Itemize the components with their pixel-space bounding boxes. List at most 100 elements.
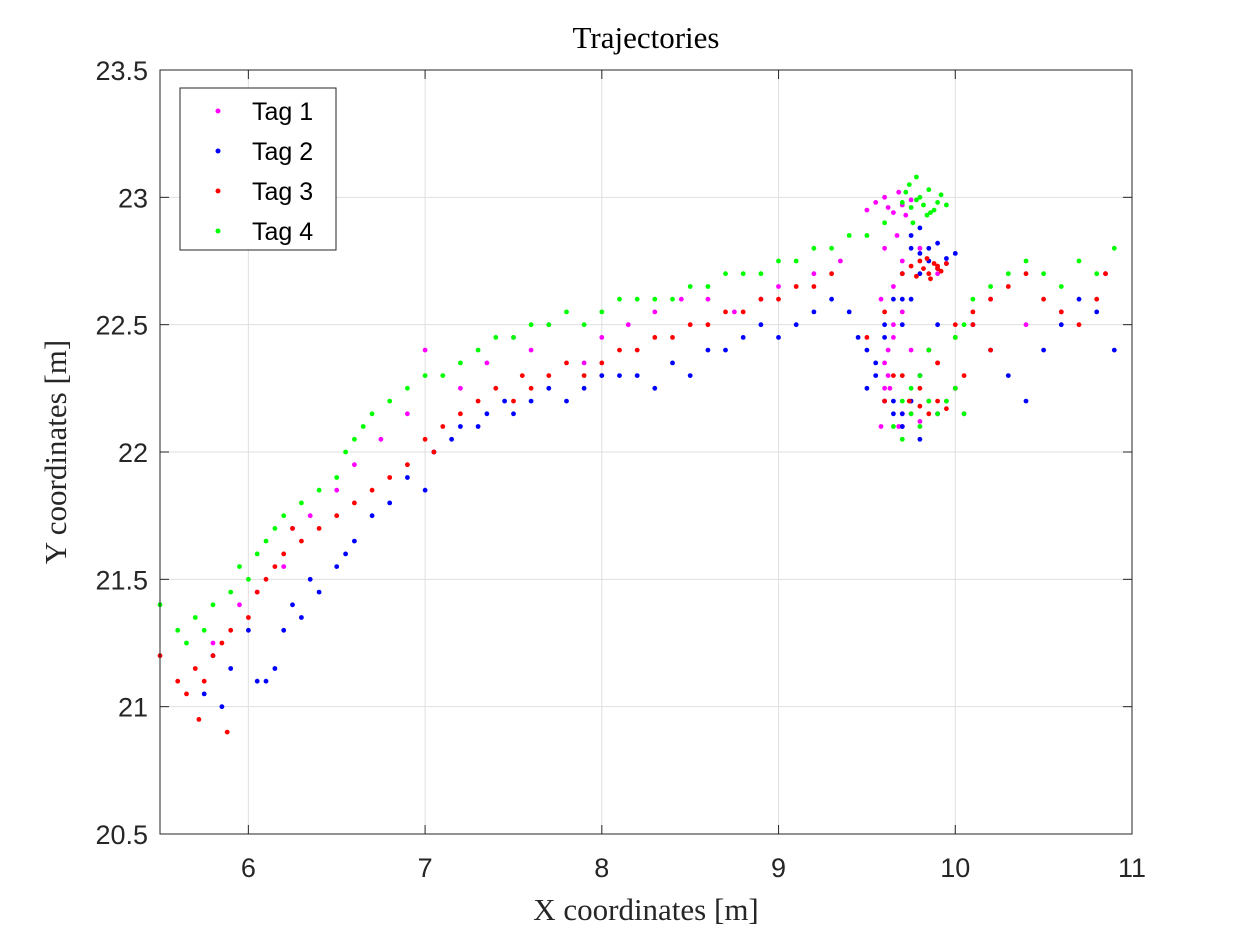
data-point bbox=[908, 263, 914, 269]
data-point bbox=[201, 691, 207, 697]
data-point bbox=[599, 309, 605, 315]
data-point bbox=[776, 296, 781, 302]
data-point bbox=[944, 202, 949, 208]
data-point bbox=[776, 258, 781, 264]
x-tick-label: 8 bbox=[594, 853, 609, 883]
legend-entry-tag-2: Tag 2 bbox=[215, 138, 313, 166]
data-point bbox=[431, 449, 437, 455]
data-point bbox=[829, 296, 834, 302]
data-point bbox=[908, 296, 914, 302]
data-point bbox=[316, 589, 322, 595]
data-point bbox=[917, 385, 923, 391]
data-point bbox=[882, 360, 887, 366]
data-point bbox=[687, 373, 693, 378]
data-point bbox=[670, 296, 675, 302]
data-point bbox=[899, 398, 905, 404]
data-point bbox=[254, 589, 260, 595]
data-point bbox=[740, 271, 746, 277]
data-point bbox=[952, 385, 958, 391]
data-point bbox=[475, 424, 481, 429]
data-point bbox=[652, 296, 658, 302]
data-point bbox=[914, 197, 919, 203]
data-point bbox=[917, 251, 923, 256]
data-point bbox=[908, 233, 914, 238]
legend-label-tag-3: Tag 3 bbox=[252, 178, 313, 206]
data-point bbox=[917, 403, 923, 409]
data-point bbox=[776, 284, 781, 289]
data-point bbox=[405, 475, 410, 480]
data-point bbox=[885, 347, 891, 353]
data-point bbox=[926, 398, 932, 404]
data-point bbox=[935, 411, 940, 417]
data-point bbox=[475, 398, 481, 404]
data-point bbox=[440, 373, 446, 378]
data-point bbox=[1023, 271, 1029, 277]
data-point bbox=[1041, 271, 1046, 277]
data-point bbox=[281, 564, 287, 569]
data-point bbox=[891, 284, 896, 289]
data-point bbox=[254, 551, 260, 557]
data-point bbox=[891, 398, 896, 404]
data-point bbox=[1058, 322, 1064, 328]
data-point bbox=[829, 271, 834, 277]
data-point bbox=[352, 462, 357, 468]
data-point bbox=[864, 335, 870, 340]
data-point bbox=[924, 212, 930, 218]
data-point bbox=[511, 411, 516, 417]
data-point bbox=[254, 678, 260, 684]
x-axis-ticks: 6 7 8 9 10 11 bbox=[241, 70, 1146, 883]
data-point bbox=[1076, 258, 1082, 264]
data-point bbox=[528, 347, 534, 353]
data-point bbox=[935, 200, 940, 205]
data-point bbox=[891, 424, 896, 429]
data-point bbox=[793, 322, 799, 328]
data-point bbox=[903, 189, 909, 195]
data-point bbox=[899, 436, 905, 442]
data-point bbox=[935, 266, 940, 271]
data-point bbox=[928, 276, 933, 282]
data-point bbox=[914, 174, 919, 180]
data-point bbox=[281, 551, 287, 557]
data-point bbox=[732, 309, 737, 315]
data-point bbox=[846, 233, 852, 238]
data-point bbox=[921, 202, 926, 208]
data-point bbox=[988, 296, 993, 302]
data-point bbox=[263, 678, 269, 684]
data-point bbox=[272, 564, 278, 569]
data-point bbox=[908, 347, 914, 353]
data-point bbox=[625, 322, 631, 328]
data-point bbox=[475, 347, 481, 353]
data-point bbox=[855, 335, 861, 340]
data-point bbox=[458, 411, 463, 417]
data-point bbox=[290, 526, 295, 531]
data-point bbox=[422, 347, 428, 353]
data-point bbox=[617, 347, 622, 353]
data-point bbox=[838, 258, 843, 264]
data-point bbox=[652, 385, 658, 391]
data-point bbox=[908, 411, 914, 417]
data-point bbox=[307, 513, 313, 519]
y-axis-ticks: 20.5 21 21.5 22 22.5 23 23.5 bbox=[95, 56, 1132, 850]
data-point bbox=[723, 309, 728, 315]
data-point bbox=[864, 233, 870, 238]
data-point bbox=[519, 373, 525, 378]
data-point bbox=[917, 225, 923, 231]
data-point bbox=[970, 322, 976, 328]
data-point bbox=[378, 436, 384, 442]
data-point bbox=[1023, 398, 1029, 404]
data-point bbox=[1023, 322, 1029, 328]
chart-title: Trajectories bbox=[573, 20, 720, 55]
data-point bbox=[758, 271, 764, 277]
data-point bbox=[458, 360, 463, 366]
data-point bbox=[343, 449, 348, 455]
data-point bbox=[687, 284, 693, 289]
data-point bbox=[334, 513, 340, 519]
data-point bbox=[237, 564, 242, 569]
data-point bbox=[917, 373, 923, 378]
data-point bbox=[224, 729, 230, 735]
data-point bbox=[705, 347, 711, 353]
data-point bbox=[237, 602, 242, 608]
data-point bbox=[887, 385, 893, 391]
data-point bbox=[263, 538, 269, 544]
